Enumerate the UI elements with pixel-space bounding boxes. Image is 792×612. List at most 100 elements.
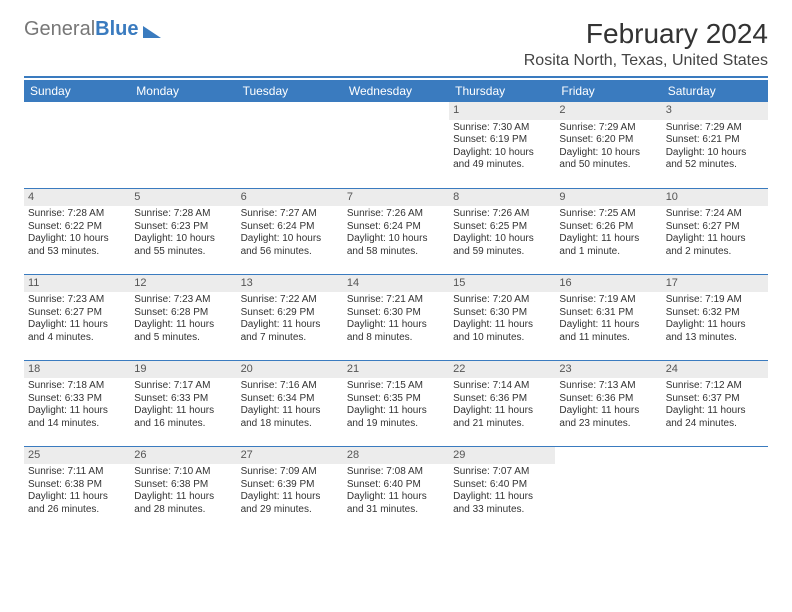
sunset-line: Sunset: 6:33 PM: [28, 393, 126, 406]
sunrise-line: Sunrise: 7:10 AM: [134, 466, 232, 479]
logo: GeneralBlue: [24, 18, 161, 41]
sunrise-line: Sunrise: 7:08 AM: [347, 466, 445, 479]
sunrise-line: Sunrise: 7:23 AM: [28, 294, 126, 307]
sunrise-line: Sunrise: 7:19 AM: [666, 294, 764, 307]
daylight-line: Daylight: 11 hours and 5 minutes.: [134, 319, 232, 344]
day-number: 22: [449, 361, 555, 379]
calendar-day-cell: 8Sunrise: 7:26 AMSunset: 6:25 PMDaylight…: [449, 188, 555, 274]
day-number: 9: [555, 189, 661, 207]
sunset-line: Sunset: 6:27 PM: [666, 221, 764, 234]
calendar-day-cell: 23Sunrise: 7:13 AMSunset: 6:36 PMDayligh…: [555, 360, 661, 446]
day-number: 12: [130, 275, 236, 293]
sunset-line: Sunset: 6:24 PM: [241, 221, 339, 234]
calendar-header-row: SundayMondayTuesdayWednesdayThursdayFrid…: [24, 80, 768, 102]
calendar-day-cell: 19Sunrise: 7:17 AMSunset: 6:33 PMDayligh…: [130, 360, 236, 446]
daylight-line: Daylight: 11 hours and 10 minutes.: [453, 319, 551, 344]
sunrise-line: Sunrise: 7:12 AM: [666, 380, 764, 393]
daylight-line: Daylight: 11 hours and 31 minutes.: [347, 491, 445, 516]
sunrise-line: Sunrise: 7:11 AM: [28, 466, 126, 479]
calendar-day-cell: 28Sunrise: 7:08 AMSunset: 6:40 PMDayligh…: [343, 446, 449, 532]
sunset-line: Sunset: 6:34 PM: [241, 393, 339, 406]
sunset-line: Sunset: 6:19 PM: [453, 134, 551, 147]
header-rule: [24, 76, 768, 78]
sunrise-line: Sunrise: 7:23 AM: [134, 294, 232, 307]
sunset-line: Sunset: 6:24 PM: [347, 221, 445, 234]
daylight-line: Daylight: 10 hours and 58 minutes.: [347, 233, 445, 258]
daylight-line: Daylight: 11 hours and 24 minutes.: [666, 405, 764, 430]
calendar-day-cell: 17Sunrise: 7:19 AMSunset: 6:32 PMDayligh…: [662, 274, 768, 360]
logo-text: GeneralBlue: [24, 18, 139, 41]
sunset-line: Sunset: 6:23 PM: [134, 221, 232, 234]
sunset-line: Sunset: 6:37 PM: [666, 393, 764, 406]
daylight-line: Daylight: 11 hours and 13 minutes.: [666, 319, 764, 344]
day-number: 10: [662, 189, 768, 207]
sunset-line: Sunset: 6:38 PM: [28, 479, 126, 492]
sunrise-line: Sunrise: 7:26 AM: [453, 208, 551, 221]
title-block: February 2024 Rosita North, Texas, Unite…: [524, 18, 768, 70]
sunset-line: Sunset: 6:36 PM: [559, 393, 657, 406]
day-number: 27: [237, 447, 343, 465]
sunset-line: Sunset: 6:33 PM: [134, 393, 232, 406]
day-number: 13: [237, 275, 343, 293]
daylight-line: Daylight: 11 hours and 8 minutes.: [347, 319, 445, 344]
day-number: 25: [24, 447, 130, 465]
sunrise-line: Sunrise: 7:15 AM: [347, 380, 445, 393]
day-number: 28: [343, 447, 449, 465]
sunrise-line: Sunrise: 7:13 AM: [559, 380, 657, 393]
sunset-line: Sunset: 6:20 PM: [559, 134, 657, 147]
day-number: 21: [343, 361, 449, 379]
day-number: 3: [662, 102, 768, 120]
sunrise-line: Sunrise: 7:24 AM: [666, 208, 764, 221]
location-subtitle: Rosita North, Texas, United States: [524, 52, 768, 70]
calendar-day-cell: [237, 102, 343, 188]
calendar-week-row: 25Sunrise: 7:11 AMSunset: 6:38 PM Dayligh…: [24, 446, 768, 532]
calendar-day-cell: [662, 446, 768, 532]
calendar-day-cell: 1Sunrise: 7:30 AMSunset: 6:19 PMDaylight…: [449, 102, 555, 188]
sunrise-line: Sunrise: 7:29 AM: [666, 122, 764, 135]
calendar-day-cell: 10Sunrise: 7:24 AMSunset: 6:27 PMDayligh…: [662, 188, 768, 274]
sunset-line: Sunset: 6:29 PM: [241, 307, 339, 320]
daylight-line: Daylight: 10 hours and 49 minutes.: [453, 147, 551, 172]
calendar-day-cell: 11Sunrise: 7:23 AMSunset: 6:27 PMDayligh…: [24, 274, 130, 360]
day-number: 20: [237, 361, 343, 379]
calendar-day-cell: 3Sunrise: 7:29 AMSunset: 6:21 PMDaylight…: [662, 102, 768, 188]
calendar-table: SundayMondayTuesdayWednesdayThursdayFrid…: [24, 80, 768, 532]
sunset-line: Sunset: 6:40 PM: [453, 479, 551, 492]
sunset-line: Sunset: 6:22 PM: [28, 221, 126, 234]
day-number: 24: [662, 361, 768, 379]
sunrise-line: Sunrise: 7:30 AM: [453, 122, 551, 135]
day-number: 6: [237, 189, 343, 207]
calendar-day-cell: 5Sunrise: 7:28 AMSunset: 6:23 PMDaylight…: [130, 188, 236, 274]
calendar-day-cell: 20Sunrise: 7:16 AMSunset: 6:34 PMDayligh…: [237, 360, 343, 446]
daylight-line: Daylight: 10 hours and 53 minutes.: [28, 233, 126, 258]
day-number: 17: [662, 275, 768, 293]
calendar-day-cell: 21Sunrise: 7:15 AMSunset: 6:35 PMDayligh…: [343, 360, 449, 446]
sunset-line: Sunset: 6:27 PM: [28, 307, 126, 320]
daylight-line: Daylight: 11 hours and 19 minutes.: [347, 405, 445, 430]
sunset-line: Sunset: 6:40 PM: [347, 479, 445, 492]
sunrise-line: Sunrise: 7:20 AM: [453, 294, 551, 307]
logo-triangle-icon: [143, 26, 161, 38]
calendar-day-cell: 13Sunrise: 7:22 AMSunset: 6:29 PMDayligh…: [237, 274, 343, 360]
daylight-line: Daylight: 11 hours and 33 minutes.: [453, 491, 551, 516]
sunset-line: Sunset: 6:25 PM: [453, 221, 551, 234]
daylight-line: Daylight: 10 hours and 56 minutes.: [241, 233, 339, 258]
daylight-line: Daylight: 11 hours and 4 minutes.: [28, 319, 126, 344]
sunset-line: Sunset: 6:31 PM: [559, 307, 657, 320]
daylight-line: Daylight: 11 hours and 1 minute.: [559, 233, 657, 258]
sunset-line: Sunset: 6:32 PM: [666, 307, 764, 320]
calendar-week-row: 1Sunrise: 7:30 AMSunset: 6:19 PMDaylight…: [24, 102, 768, 188]
calendar-day-cell: 22Sunrise: 7:14 AMSunset: 6:36 PMDayligh…: [449, 360, 555, 446]
column-header: Tuesday: [237, 80, 343, 102]
daylight-line: Daylight: 10 hours and 52 minutes.: [666, 147, 764, 172]
logo-part1: General: [24, 18, 95, 40]
daylight-line: Daylight: 11 hours and 16 minutes.: [134, 405, 232, 430]
day-number: 18: [24, 361, 130, 379]
calendar-day-cell: [343, 102, 449, 188]
calendar-day-cell: [130, 102, 236, 188]
calendar-day-cell: 25Sunrise: 7:11 AMSunset: 6:38 PMDayligh…: [24, 446, 130, 532]
calendar-day-cell: 12Sunrise: 7:23 AMSunset: 6:28 PMDayligh…: [130, 274, 236, 360]
sunrise-line: Sunrise: 7:07 AM: [453, 466, 551, 479]
daylight-line: Daylight: 11 hours and 14 minutes.: [28, 405, 126, 430]
sunrise-line: Sunrise: 7:16 AM: [241, 380, 339, 393]
